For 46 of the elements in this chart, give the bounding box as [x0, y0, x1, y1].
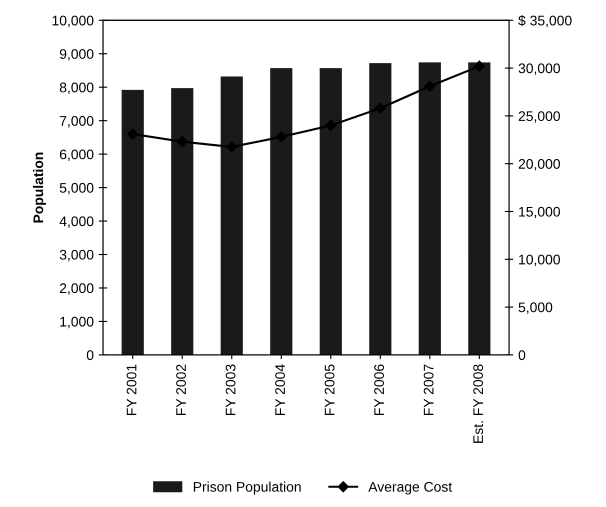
- y2-tick-label: $ 35,000: [518, 15, 572, 28]
- point: [374, 102, 386, 114]
- legend-label: Prison Population: [194, 482, 301, 494]
- y2-tick-label: 15,000: [519, 206, 560, 218]
- legend-label: Average Cost: [368, 482, 452, 494]
- y-tick-label: 0: [86, 350, 94, 360]
- y2-tick-label: 20,000: [518, 159, 560, 170]
- y-tick-label: 9,000: [60, 49, 94, 61]
- bar: [320, 68, 342, 355]
- y-tick-label: 4,000: [60, 216, 94, 228]
- point: [176, 136, 188, 148]
- y2-tick-label: 10,000: [519, 254, 560, 266]
- x-tick-label: FY 2001: [126, 364, 136, 416]
- x-tick-label: FY 2006: [374, 364, 384, 416]
- y-tick-label: 1,000: [60, 316, 94, 328]
- bar: [418, 62, 441, 355]
- y2-tick-label: 25,000: [518, 111, 560, 123]
- y-tick-label: 5,000: [60, 182, 94, 194]
- y2-tick-label: 30,000: [518, 63, 560, 75]
- y-axis-title: Population: [33, 152, 46, 223]
- y-tick-label: 7,000: [60, 116, 94, 128]
- x-tick-label: FY 2004: [275, 364, 285, 416]
- y-tick-label: 8,000: [60, 82, 94, 94]
- bar: [171, 88, 194, 355]
- bar: [122, 90, 144, 355]
- y2-tick-label: 0: [518, 350, 526, 360]
- bar: [270, 68, 292, 355]
- point: [226, 141, 238, 153]
- x-tick-label: FY 2005: [324, 364, 335, 416]
- y-tick-label: 2,000: [60, 283, 94, 295]
- point: [127, 128, 138, 140]
- y-tick-label: 6,000: [60, 149, 94, 161]
- y2-tick-label: 5,000: [518, 302, 552, 314]
- x-tick-label: FY 2002: [176, 364, 186, 416]
- bar: [369, 63, 392, 355]
- point: [276, 131, 287, 143]
- x-tick-label: FY 2007: [424, 364, 434, 416]
- x-tick-label: Est. FY 2008: [473, 364, 484, 443]
- point: [325, 120, 336, 132]
- x-tick-label: FY 2003: [226, 364, 236, 416]
- point: [474, 60, 485, 72]
- y-tick-label: 10,000: [52, 16, 94, 28]
- y-tick-label: 3,000: [60, 250, 94, 262]
- point: [424, 80, 436, 92]
- bar: [468, 62, 490, 355]
- bar: [220, 76, 243, 355]
